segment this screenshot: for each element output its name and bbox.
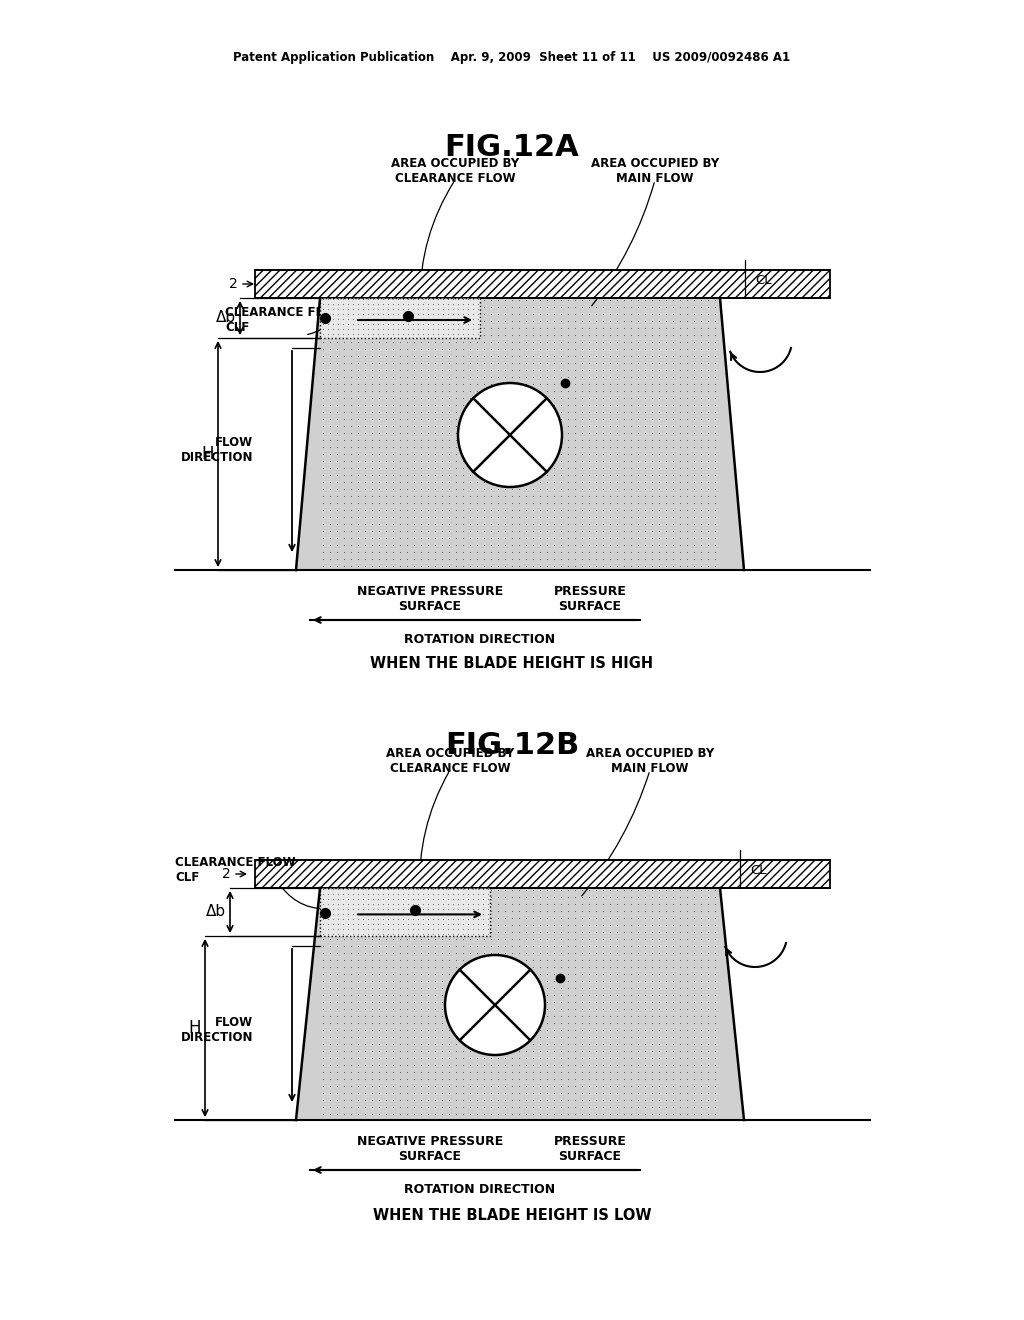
Polygon shape <box>296 888 744 1119</box>
Text: FIG.12B: FIG.12B <box>444 730 580 759</box>
Text: FLOW
DIRECTION: FLOW DIRECTION <box>180 1016 253 1044</box>
Text: AREA OCCUPIED BY
MAIN FLOW: AREA OCCUPIED BY MAIN FLOW <box>586 747 714 775</box>
Text: CL: CL <box>750 863 767 876</box>
Text: FIG.12A: FIG.12A <box>444 133 580 162</box>
Text: NEGATIVE PRESSURE
SURFACE: NEGATIVE PRESSURE SURFACE <box>357 1135 503 1163</box>
Text: Δb: Δb <box>216 310 236 326</box>
Text: 2: 2 <box>222 867 231 880</box>
Text: CLEARANCE FLOW
CLF: CLEARANCE FLOW CLF <box>225 306 346 334</box>
Circle shape <box>445 954 545 1055</box>
Text: H: H <box>202 445 214 463</box>
Text: WHEN THE BLADE HEIGHT IS LOW: WHEN THE BLADE HEIGHT IS LOW <box>373 1208 651 1222</box>
Text: CL: CL <box>755 273 771 286</box>
Polygon shape <box>296 298 744 570</box>
Text: PRESSURE
SURFACE: PRESSURE SURFACE <box>554 585 627 612</box>
Text: AREA OCCUPIED BY
MAIN FLOW: AREA OCCUPIED BY MAIN FLOW <box>591 157 719 185</box>
Text: PRESSURE
SURFACE: PRESSURE SURFACE <box>554 1135 627 1163</box>
Text: AREA OCCUPIED BY
CLEARANCE FLOW: AREA OCCUPIED BY CLEARANCE FLOW <box>386 747 514 775</box>
Text: H: H <box>188 1019 201 1038</box>
Text: WHEN THE BLADE HEIGHT IS HIGH: WHEN THE BLADE HEIGHT IS HIGH <box>371 656 653 671</box>
Text: AREA OCCUPIED BY
CLEARANCE FLOW: AREA OCCUPIED BY CLEARANCE FLOW <box>391 157 519 185</box>
Text: ROTATION DIRECTION: ROTATION DIRECTION <box>404 634 556 645</box>
Text: FLOW
DIRECTION: FLOW DIRECTION <box>180 436 253 465</box>
Text: CLEARANCE FLOW
CLF: CLEARANCE FLOW CLF <box>175 855 296 884</box>
Bar <box>319 888 490 936</box>
Bar <box>255 271 830 298</box>
Text: Patent Application Publication    Apr. 9, 2009  Sheet 11 of 11    US 2009/009248: Patent Application Publication Apr. 9, 2… <box>233 51 791 65</box>
Text: NEGATIVE PRESSURE
SURFACE: NEGATIVE PRESSURE SURFACE <box>357 585 503 612</box>
Bar <box>319 298 480 338</box>
Text: Δb: Δb <box>206 904 226 920</box>
Text: 2: 2 <box>229 277 238 290</box>
Circle shape <box>458 383 562 487</box>
Bar <box>255 861 830 888</box>
Text: ROTATION DIRECTION: ROTATION DIRECTION <box>404 1183 556 1196</box>
